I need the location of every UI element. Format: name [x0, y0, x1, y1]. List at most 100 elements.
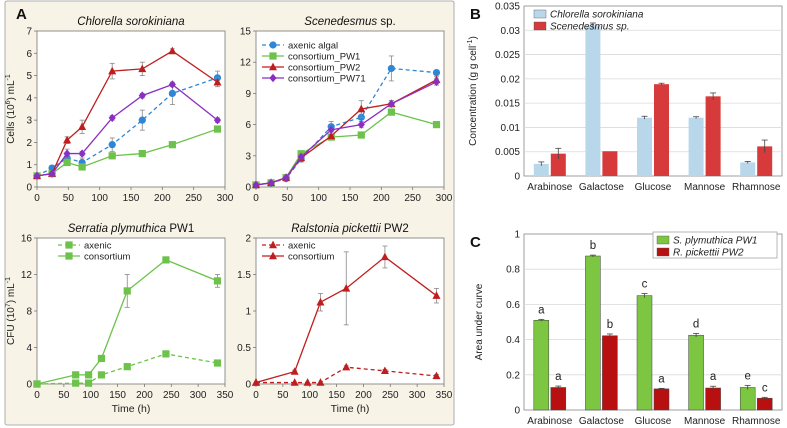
- auc-legend-box: [652, 231, 778, 259]
- concentration-legend-swatch: [533, 21, 547, 31]
- chlorella-xtick-label: 300: [217, 193, 234, 204]
- serratia-point: [84, 379, 93, 387]
- serratia-xtick-label: 100: [82, 390, 99, 401]
- chlorella-ylabel-tail: ) mL: [6, 80, 17, 100]
- chlorella-point: [78, 122, 87, 131]
- serratia-ylabel-tail: ) mL: [6, 283, 17, 303]
- auc-bar: [602, 335, 618, 411]
- concentration-bar: [585, 25, 601, 176]
- chlorella-xtick-label: 0: [34, 193, 40, 204]
- auc-plot-area: [523, 233, 783, 411]
- concentration-ytick-label: 0.035: [495, 2, 520, 13]
- panel-label-a: A: [16, 6, 27, 23]
- concentration-category-label: Rhamnose: [732, 182, 781, 193]
- auc-ylabel: Area under curve: [474, 283, 485, 360]
- serratia-point: [162, 350, 170, 358]
- scenedesmus-legend-label: consortium_PW71: [288, 74, 366, 85]
- scenedesmus-point: [432, 69, 441, 77]
- chlorella-point: [138, 64, 147, 73]
- ralstonia-point: [342, 362, 351, 371]
- ralstonia-legend-swatch-marker: [269, 251, 277, 260]
- scenedesmus-point: [327, 131, 336, 140]
- serratia-legend-swatch-marker: [65, 252, 73, 260]
- auc-bar: [533, 319, 550, 411]
- scenedesmus-xtick-label: 200: [373, 193, 390, 204]
- scenedesmus-plot-area: [255, 30, 445, 188]
- chlorella-xtick-label: 150: [123, 193, 140, 204]
- serratia-point: [213, 359, 222, 367]
- auc-legend-swatch: [656, 235, 670, 245]
- chlorella-point: [138, 149, 146, 158]
- auc-significance-label: a: [658, 373, 665, 385]
- ralstonia-point: [290, 367, 299, 375]
- concentration-bar: [757, 146, 773, 176]
- concentration-ytick-label: 0.03: [501, 26, 521, 37]
- chlorella-point: [138, 91, 146, 100]
- serratia-point: [123, 363, 131, 371]
- chlorella-point: [168, 80, 176, 89]
- serratia-point: [72, 371, 80, 379]
- scenedesmus-legend-swatch-marker: [269, 52, 277, 60]
- serratia-point: [123, 287, 131, 295]
- ralstonia-point: [380, 252, 389, 261]
- ralstonia-point: [380, 366, 389, 375]
- serratia-xtick-label: 0: [34, 390, 40, 401]
- ralstonia-title-tail: PW2: [381, 223, 409, 235]
- auc-legend-label: R. pickettii PW2: [673, 248, 744, 259]
- scenedesmus-point: [432, 77, 441, 87]
- concentration-category-label: Galactose: [579, 182, 624, 193]
- scenedesmus-ytick-label: 15: [240, 27, 252, 38]
- chlorella-ylabel-unit-sup: -1: [5, 74, 12, 80]
- ralstonia-legend-swatch-marker: [269, 240, 277, 249]
- chlorella-xtick-label: 100: [91, 193, 108, 204]
- auc-significance-label: a: [538, 304, 545, 316]
- chlorella-point: [213, 115, 222, 125]
- serratia-xtick-label: 300: [190, 390, 207, 401]
- ralstonia-point: [432, 291, 441, 299]
- serratia-legend-swatch-marker: [65, 241, 73, 249]
- concentration-bar: [654, 84, 669, 176]
- serratia-title: Serratia plymuthica PW1: [68, 223, 195, 235]
- auc-significance-label: e: [744, 370, 750, 382]
- scenedesmus-legend-label: consortium_PW2: [288, 63, 360, 74]
- serratia-xtick-label: 350: [217, 390, 234, 401]
- chlorella-point: [108, 113, 116, 123]
- concentration-bar: [533, 163, 549, 176]
- serratia-xtick-label: 50: [58, 390, 70, 401]
- serratia-point: [97, 354, 106, 363]
- auc-category-label: Rhamnose: [732, 416, 781, 427]
- scenedesmus-xtick-label: 100: [310, 193, 327, 204]
- serratia-legend-label: consortium: [84, 252, 131, 263]
- serratia-ytick-label: 8: [26, 307, 32, 318]
- auc-ytick-label: 0.6: [506, 300, 520, 311]
- auc-bar: [756, 397, 773, 411]
- auc-category-label: Arabinose: [527, 416, 572, 427]
- ralstonia-xtick-label: 300: [409, 390, 426, 401]
- chlorella-series-line-2: [36, 50, 218, 177]
- serratia-ytick-label: 16: [21, 234, 33, 245]
- serratia-point: [162, 256, 170, 264]
- chlorella-point: [168, 89, 176, 97]
- chlorella-point: [168, 46, 177, 55]
- serratia-point: [72, 379, 80, 387]
- serratia-point: [97, 371, 106, 379]
- concentration-bar: [705, 96, 721, 176]
- chlorella-xtick-label: 200: [154, 193, 171, 204]
- serratia-legend-label: axenic: [84, 241, 112, 252]
- chlorella-ytick-label: 0: [26, 183, 32, 194]
- scenedesmus-title-tail: sp.: [377, 16, 396, 28]
- concentration-legend-label: Scenedesmus sp.: [550, 22, 630, 33]
- concentration-ytick-label: 0.025: [495, 50, 520, 61]
- scenedesmus-xtick-label: 0: [253, 193, 259, 204]
- chlorella-point: [108, 152, 116, 160]
- scenedesmus-point: [387, 108, 395, 116]
- chlorella-point: [48, 169, 56, 178]
- ralstonia-ytick-label: 0.5: [237, 343, 251, 354]
- scenedesmus-legend-swatch-marker: [269, 73, 277, 83]
- serratia-xtick-label: 200: [136, 390, 153, 401]
- concentration-legend-label: Chlorella sorokiniana: [550, 10, 644, 21]
- scenedesmus-title-italic: Scenedesmus: [304, 16, 377, 28]
- scenedesmus-xtick-label: 150: [342, 193, 359, 204]
- chlorella-xtick-label: 50: [63, 193, 75, 204]
- auc-legend-swatch: [656, 247, 670, 257]
